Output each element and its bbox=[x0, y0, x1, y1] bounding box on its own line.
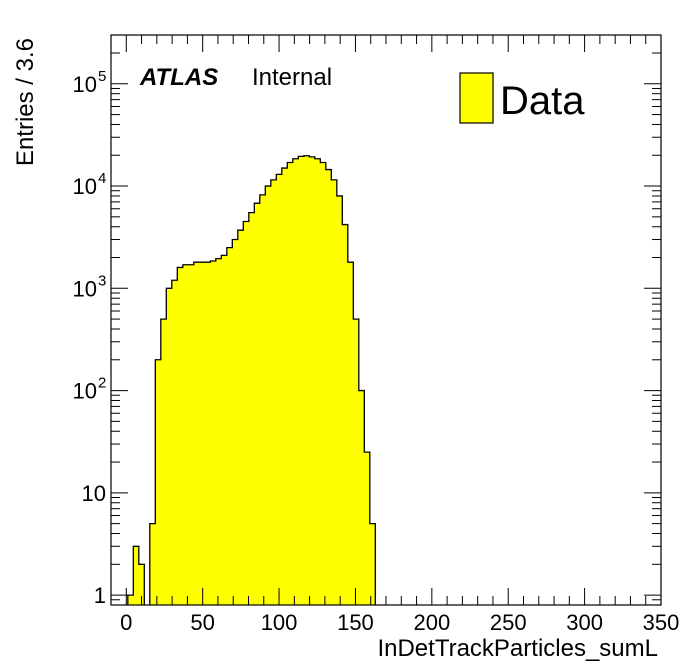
internal-label: Internal bbox=[252, 64, 332, 91]
histogram-bin bbox=[270, 179, 277, 605]
x-tick-labels: 0 50 100 150 200 250 300 350 bbox=[120, 610, 679, 635]
histogram-bin bbox=[127, 595, 134, 605]
histogram-bin bbox=[177, 267, 184, 605]
histogram-bin bbox=[160, 319, 167, 605]
y-tick-label: 10 bbox=[73, 174, 97, 199]
x-tick-label: 100 bbox=[261, 610, 298, 635]
x-axis-title: InDetTrackParticles_sumL bbox=[377, 635, 658, 662]
histogram-bin bbox=[166, 288, 173, 605]
legend-label: Data bbox=[500, 79, 585, 123]
histogram-bin bbox=[309, 156, 316, 605]
y-tick-exponent: 4 bbox=[98, 170, 106, 187]
x-tick-label: 150 bbox=[337, 610, 374, 635]
histogram-bin bbox=[243, 221, 250, 606]
histogram-bin bbox=[254, 203, 261, 606]
histogram-bin bbox=[353, 319, 360, 605]
plot-frame bbox=[110, 34, 662, 606]
y-tick-label: 10 bbox=[73, 276, 97, 301]
histogram-bin bbox=[314, 158, 321, 605]
histogram-bin bbox=[248, 212, 255, 605]
histogram-bin bbox=[237, 230, 244, 605]
histogram-bin bbox=[347, 262, 354, 605]
x-tick-label: 200 bbox=[413, 610, 450, 635]
histogram-bin bbox=[336, 195, 343, 605]
y-tick-label: 10 bbox=[73, 72, 97, 97]
y-tick-exponent: 2 bbox=[98, 375, 106, 392]
histogram-bin bbox=[298, 156, 305, 605]
histogram-bin bbox=[199, 262, 206, 605]
histogram-bin bbox=[320, 162, 327, 605]
histogram-bin bbox=[133, 546, 140, 605]
y-tick-label: 1 bbox=[94, 583, 106, 608]
histogram-bin bbox=[325, 169, 332, 605]
histogram-bin bbox=[226, 247, 233, 605]
histogram-bin bbox=[358, 390, 365, 605]
x-tick-label: 300 bbox=[566, 610, 603, 635]
histogram-bin bbox=[287, 162, 294, 605]
histogram-bin bbox=[331, 179, 338, 605]
y-tick-label: 10 bbox=[82, 481, 106, 506]
histogram-bin bbox=[303, 155, 310, 605]
histogram-bin bbox=[149, 523, 156, 605]
histogram-bars bbox=[127, 155, 376, 606]
y-tick-label: 10 bbox=[73, 379, 97, 404]
histogram-bin bbox=[342, 224, 349, 606]
x-tick-label: 250 bbox=[490, 610, 527, 635]
x-tick-label: 50 bbox=[190, 610, 214, 635]
histogram-bin bbox=[138, 564, 145, 605]
histogram-bin bbox=[182, 264, 189, 605]
histogram-bin bbox=[364, 452, 371, 605]
histogram-bin bbox=[204, 262, 211, 605]
atlas-label: ATLAS bbox=[139, 64, 218, 91]
histogram-bin bbox=[155, 359, 162, 605]
histogram-bin bbox=[281, 168, 288, 606]
histogram-bin bbox=[210, 260, 217, 605]
histogram-bin bbox=[369, 523, 376, 605]
x-tick-label: 350 bbox=[643, 610, 680, 635]
histogram-bin bbox=[292, 158, 299, 605]
histogram-bin bbox=[276, 174, 283, 605]
histogram-bin bbox=[265, 186, 272, 606]
legend-swatch bbox=[459, 72, 494, 124]
x-tick-label: 0 bbox=[120, 610, 132, 635]
histogram-bin bbox=[171, 280, 178, 605]
histogram-outline bbox=[127, 155, 376, 605]
y-tick-exponent: 5 bbox=[98, 68, 106, 85]
histogram-bin bbox=[193, 262, 200, 605]
y-tick-exponent: 3 bbox=[98, 272, 106, 289]
histogram-bin bbox=[232, 239, 239, 605]
histogram-bin bbox=[215, 258, 222, 605]
histogram-bin bbox=[221, 255, 228, 605]
y-axis-title: Entries / 3.6 bbox=[12, 38, 39, 166]
histogram-bin bbox=[188, 264, 195, 605]
histogram-bin bbox=[259, 194, 266, 605]
